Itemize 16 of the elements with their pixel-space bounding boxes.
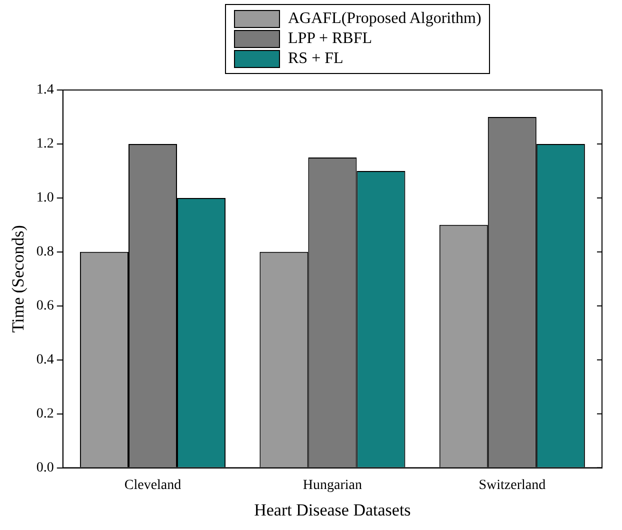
x-tick-label: Switzerland	[478, 478, 546, 493]
y-tick-label: 0.6	[36, 298, 54, 314]
legend-label: AGAFL(Proposed Algorithm)	[288, 10, 482, 28]
y-tick-label: 1.2	[36, 136, 54, 152]
x-tick-label: Hungarian	[302, 478, 362, 493]
legend-label: LPP + RBFL	[288, 30, 372, 48]
y-axis-title: Time (Seconds)	[8, 225, 28, 333]
y-tick-label: 0.2	[36, 406, 54, 422]
y-tick-label: 0.4	[36, 352, 54, 368]
y-tick-label: 0.0	[36, 460, 54, 476]
y-tick-label: 1.0	[36, 190, 54, 206]
x-tick-label: Cleveland	[124, 478, 182, 493]
legend-label: RS + FL	[288, 50, 344, 68]
y-tick-label: 0.8	[36, 244, 54, 260]
x-axis-title: Heart Disease Datasets	[254, 500, 411, 520]
y-tick-label: 1.4	[36, 82, 54, 98]
